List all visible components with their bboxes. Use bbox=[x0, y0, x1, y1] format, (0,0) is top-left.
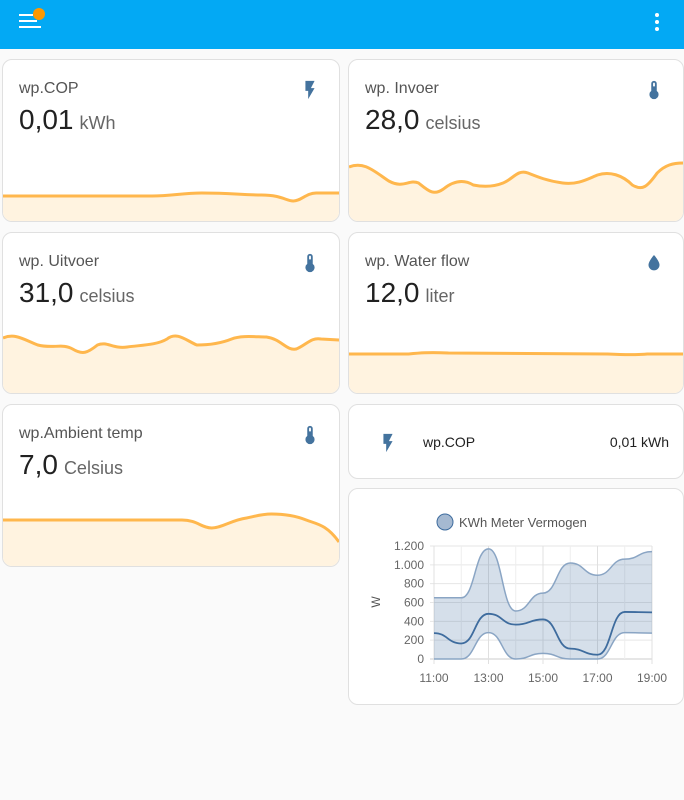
min-max-band bbox=[434, 548, 652, 659]
thermometer-icon bbox=[299, 251, 321, 275]
x-tick-label: 17:00 bbox=[582, 671, 612, 685]
sensor-name: wp. Uitvoer bbox=[19, 253, 100, 270]
entity-name: wp.COP bbox=[423, 434, 476, 450]
max-line bbox=[434, 548, 653, 612]
y-tick-label: 200 bbox=[404, 633, 424, 647]
y-tick-label: 600 bbox=[404, 596, 424, 610]
sparkline-fill bbox=[349, 163, 683, 221]
y-axis-label: W bbox=[369, 596, 383, 608]
sparkline bbox=[3, 334, 339, 393]
sensor-card-cop[interactable]: wp.COP 0,01 kWh bbox=[2, 59, 340, 222]
mean-line bbox=[433, 611, 653, 656]
sparkline-fill bbox=[3, 514, 339, 566]
sparkline-fill bbox=[3, 193, 339, 221]
notification-badge bbox=[33, 8, 45, 20]
thermometer-icon bbox=[299, 423, 321, 447]
sensor-card-invoer[interactable]: wp. Invoer 28,0 celsius bbox=[348, 59, 684, 222]
flash-icon bbox=[377, 431, 399, 455]
history-graph-card: KWh Meter Vermogen W 0 200 400 600 800 1.000 1… bbox=[348, 488, 684, 705]
x-tick-label: 19:00 bbox=[637, 671, 667, 685]
flash-icon bbox=[299, 78, 321, 102]
water-icon bbox=[643, 251, 665, 275]
sensor-name: wp. Water flow bbox=[365, 253, 470, 270]
sparkline-line bbox=[349, 351, 683, 357]
sparkline-line bbox=[3, 512, 339, 543]
y-tick-label: 0 bbox=[417, 652, 424, 666]
sparkline bbox=[349, 161, 683, 221]
history-chart: KWh Meter Vermogen W 0 200 400 600 800 1.000 1… bbox=[369, 513, 667, 685]
x-tick-label: 11:00 bbox=[419, 671, 448, 685]
thermometer-icon bbox=[643, 78, 665, 102]
sparkline-fill bbox=[3, 336, 339, 393]
sparkline bbox=[3, 512, 339, 566]
entity-value: 0,01 kWh bbox=[609, 434, 669, 450]
sensor-card-water-flow[interactable]: wp. Water flow 12,0 liter bbox=[348, 232, 684, 394]
sparkline-line bbox=[349, 161, 683, 194]
sparkline bbox=[349, 351, 683, 393]
sensor-card-uitvoer[interactable]: wp. Uitvoer 31,0 celsius bbox=[2, 232, 340, 394]
sparkline-fill bbox=[349, 352, 683, 393]
sparkline bbox=[3, 191, 339, 221]
legend-swatch[interactable] bbox=[436, 513, 454, 531]
sparkline-line bbox=[3, 334, 339, 354]
y-tick-label: 1.200 bbox=[394, 539, 424, 553]
x-tick-label: 15:00 bbox=[528, 671, 558, 685]
entity-card-cop[interactable]: wp.COP 0,01 kWh bbox=[348, 404, 684, 479]
sensor-name: wp.Ambient temp bbox=[19, 425, 143, 442]
y-tick-label: 800 bbox=[404, 577, 424, 591]
x-tick-label: 13:00 bbox=[473, 671, 503, 685]
top-app-bar bbox=[0, 0, 684, 49]
sensor-value: 12,0 liter bbox=[365, 277, 455, 308]
sensor-value: 7,0 Celsius bbox=[19, 449, 123, 480]
sensor-value: 0,01 kWh bbox=[19, 104, 116, 135]
sparkline-line bbox=[3, 191, 339, 203]
sensor-card-ambient-temp[interactable]: wp.Ambient temp 7,0 Celsius bbox=[2, 404, 340, 567]
sensor-value: 28,0 celsius bbox=[365, 104, 481, 135]
y-tick-label: 400 bbox=[404, 614, 424, 628]
min-line bbox=[433, 631, 653, 660]
dots-vertical-icon[interactable] bbox=[652, 12, 662, 32]
sensor-name: wp. Invoer bbox=[365, 80, 439, 97]
legend-label[interactable]: KWh Meter Vermogen bbox=[459, 515, 587, 530]
y-tick-label: 1.000 bbox=[394, 558, 424, 572]
sensor-value: 31,0 celsius bbox=[19, 277, 135, 308]
menu-icon[interactable] bbox=[19, 14, 41, 30]
sensor-name: wp.COP bbox=[19, 80, 79, 97]
